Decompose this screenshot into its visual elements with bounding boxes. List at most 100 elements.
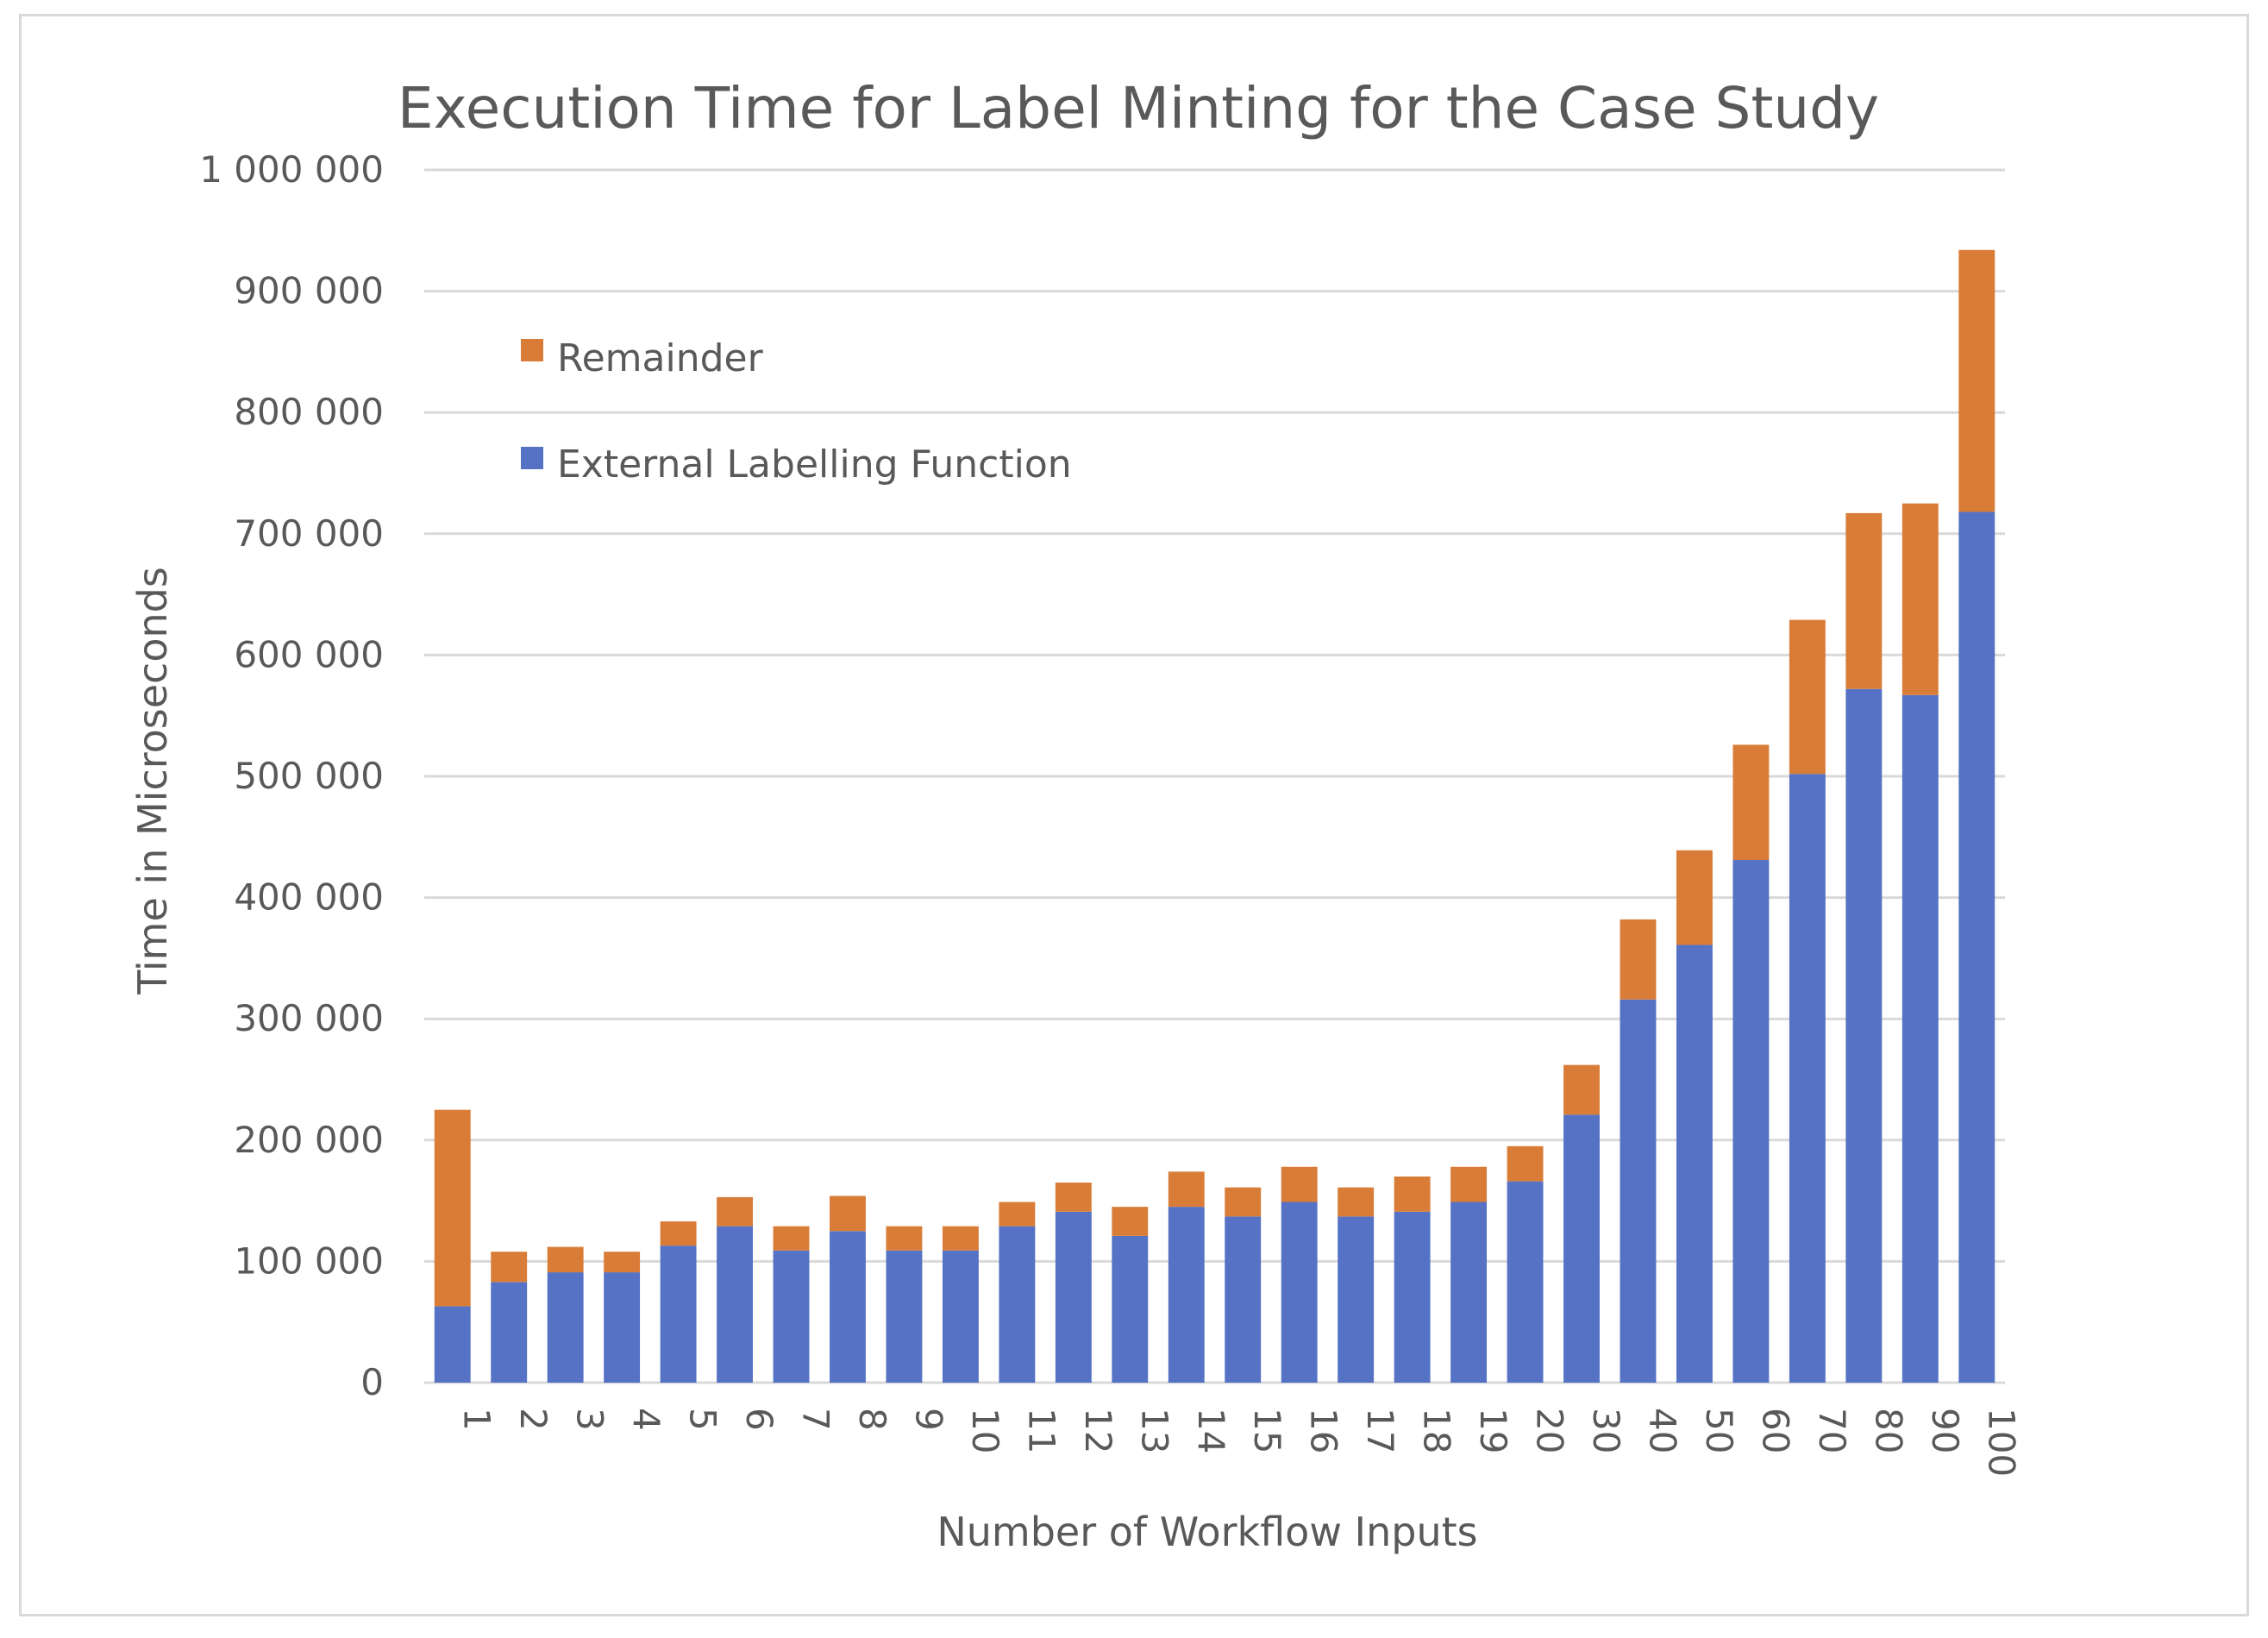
legend-label-remainder: Remainder [557, 336, 764, 380]
bar-external-labelling-function-80 [1845, 688, 1883, 1383]
bar-remainder-80 [1845, 512, 1883, 689]
legend: Remainder External Labelling Function [521, 336, 1072, 486]
x-tick-label: 17 [1359, 1408, 1401, 1453]
x-tick-label: 70 [1811, 1408, 1853, 1453]
x-tick-label: 20 [1529, 1408, 1571, 1453]
bar-external-labelling-function-14 [1168, 1207, 1205, 1383]
x-tick-label: 18 [1416, 1408, 1458, 1453]
x-tick-label: 15 [1246, 1408, 1288, 1453]
x-tick-label: 30 [1585, 1408, 1627, 1453]
bar-remainder-5 [660, 1221, 697, 1246]
bar-external-labelling-function-20 [1507, 1181, 1544, 1383]
x-tick-label: 60 [1754, 1408, 1796, 1453]
bar-external-labelling-function-18 [1394, 1211, 1431, 1383]
bar-external-labelling-function-12 [1055, 1211, 1092, 1383]
bar-external-labelling-function-70 [1789, 774, 1826, 1383]
bar-external-labelling-function-16 [1281, 1202, 1318, 1383]
bar-remainder-12 [1055, 1183, 1092, 1212]
bars [434, 249, 1995, 1383]
bar-remainder-50 [1676, 850, 1713, 945]
bar-remainder-8 [830, 1196, 866, 1232]
bar-remainder-14 [1168, 1171, 1205, 1208]
y-tick-label: 1 000 000 [199, 148, 384, 191]
x-tick-label: 3 [569, 1408, 611, 1431]
bar-remainder-2 [491, 1252, 528, 1283]
legend-label-external-labelling-function: External Labelling Function [557, 442, 1072, 486]
bar-external-labelling-function-5 [660, 1246, 697, 1383]
bar-remainder-40 [1620, 919, 1657, 1000]
x-axis-label: Number of Workflow Inputs [937, 1509, 1477, 1555]
x-tick-label: 50 [1698, 1408, 1740, 1453]
y-axis-ticks: 0 100 000 200 000 300 000 400 000 500 000 600 … [199, 148, 384, 1403]
bar-external-labelling-function-13 [1112, 1235, 1149, 1383]
bar-external-labelling-function-50 [1676, 945, 1713, 1383]
bar-external-labelling-function-9 [886, 1250, 923, 1383]
bar-external-labelling-function-3 [547, 1272, 584, 1383]
bar-external-labelling-function-7 [773, 1250, 810, 1383]
y-tick-label: 100 000 [234, 1239, 384, 1282]
x-tick-label: 4 [625, 1408, 667, 1431]
x-tick-label: 8 [851, 1408, 893, 1431]
y-tick-label: 900 000 [234, 270, 384, 312]
x-axis-ticks: 1 2 3 4 5 6 7 8 9 10 11 12 13 14 15 16 17 18 19 20 30 40 50 60 7… [456, 1408, 2023, 1477]
y-tick-label: 300 000 [234, 997, 384, 1039]
x-tick-label: 13 [1133, 1408, 1175, 1453]
bar-remainder-19 [1450, 1166, 1488, 1202]
bar-remainder-6 [717, 1196, 754, 1227]
legend-swatch-remainder [521, 339, 543, 361]
y-axis-label: Time in Microseconds [129, 567, 176, 995]
x-tick-label: 16 [1303, 1408, 1345, 1453]
y-tick-label: 800 000 [234, 391, 384, 433]
bar-remainder-17 [1338, 1187, 1375, 1217]
bar-remainder-3 [547, 1246, 584, 1273]
bar-remainder-100 [1958, 249, 1995, 512]
x-tick-label: 2 [512, 1408, 554, 1431]
y-tick-label: 600 000 [234, 633, 384, 675]
x-tick-label: 14 [1190, 1408, 1232, 1453]
bar-remainder-18 [1394, 1176, 1431, 1212]
bar-external-labelling-function-30 [1563, 1114, 1600, 1383]
y-tick-label: 0 [360, 1361, 384, 1403]
bar-external-labelling-function-60 [1732, 860, 1770, 1383]
bar-remainder-70 [1789, 619, 1826, 775]
bar-remainder-30 [1563, 1064, 1600, 1115]
bar-external-labelling-function-4 [604, 1272, 641, 1383]
chart-frame [19, 14, 2249, 1616]
x-tick-label: 80 [1867, 1408, 1909, 1453]
bar-external-labelling-function-90 [1901, 694, 1939, 1383]
bar-external-labelling-function-8 [830, 1231, 866, 1383]
chart-title: Execution Time for Label Minting for the… [398, 75, 1879, 141]
x-tick-label: 12 [1077, 1408, 1119, 1453]
x-tick-label: 90 [1924, 1408, 1966, 1453]
bar-external-labelling-function-40 [1620, 999, 1657, 1383]
bar-remainder-11 [999, 1202, 1036, 1227]
x-tick-label: 11 [1020, 1408, 1062, 1453]
y-tick-label: 500 000 [234, 755, 384, 797]
bar-remainder-16 [1281, 1166, 1318, 1202]
bar-external-labelling-function-100 [1958, 511, 1995, 1383]
bar-remainder-1 [434, 1109, 471, 1307]
bar-remainder-7 [773, 1226, 810, 1251]
bar-remainder-60 [1732, 744, 1770, 861]
bar-external-labelling-function-17 [1338, 1216, 1375, 1383]
bar-remainder-9 [886, 1226, 923, 1251]
bar-external-labelling-function-10 [942, 1250, 979, 1383]
x-tick-label: 1 [456, 1408, 498, 1431]
bar-remainder-13 [1112, 1207, 1149, 1236]
bar-remainder-15 [1225, 1187, 1262, 1217]
bar-external-labelling-function-19 [1450, 1202, 1488, 1383]
x-tick-label: 9 [907, 1408, 949, 1431]
bar-remainder-90 [1901, 503, 1939, 695]
bar-remainder-20 [1507, 1145, 1544, 1182]
bar-remainder-10 [942, 1226, 979, 1251]
y-tick-label: 700 000 [234, 512, 384, 555]
x-tick-label: 100 [1980, 1408, 2022, 1477]
y-tick-label: 200 000 [234, 1119, 384, 1161]
bar-external-labelling-function-2 [491, 1282, 528, 1383]
bar-external-labelling-function-1 [434, 1306, 471, 1383]
x-tick-label: 7 [795, 1408, 837, 1431]
x-tick-label: 40 [1641, 1408, 1683, 1453]
x-tick-label: 19 [1472, 1408, 1514, 1453]
x-tick-label: 6 [738, 1408, 780, 1431]
